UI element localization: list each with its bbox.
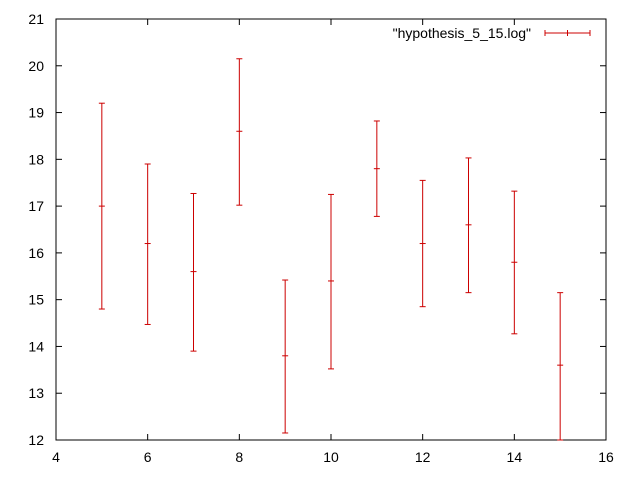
error-bar-point xyxy=(236,58,243,206)
y-tick-label: 21 xyxy=(28,11,44,27)
error-bar-point xyxy=(328,193,334,370)
data-marks xyxy=(98,58,564,441)
y-tick-label: 18 xyxy=(28,151,44,167)
axis-ticks: 4 6 8 10 12 14 16 12 13 14 15 16 17 18 19 20 21 xyxy=(28,11,614,465)
y-tick-label: 15 xyxy=(28,292,44,308)
y-tick-label: 20 xyxy=(28,58,44,74)
error-bar-point xyxy=(98,102,105,310)
x-tick-label: 14 xyxy=(507,449,523,465)
x-tick-label: 4 xyxy=(52,449,60,465)
legend-label: "hypothesis_5_15.log" xyxy=(393,25,531,41)
x-tick-label: 12 xyxy=(415,449,431,465)
error-bar-point xyxy=(373,120,380,217)
x-tick-label: 16 xyxy=(598,449,614,465)
error-bar-point xyxy=(144,163,151,325)
y-tick-label: 12 xyxy=(28,432,44,448)
error-bar-point xyxy=(511,190,518,335)
x-tick-label: 10 xyxy=(323,449,339,465)
error-bar-point xyxy=(419,179,426,308)
error-bar-point xyxy=(557,292,564,441)
legend-sample xyxy=(544,30,591,36)
y-tick-label: 19 xyxy=(28,105,44,121)
x-tick-label: 8 xyxy=(235,449,243,465)
error-bar-point xyxy=(282,279,289,434)
y-tick-label: 17 xyxy=(28,198,44,214)
y-tick-label: 14 xyxy=(28,338,44,354)
error-bar-point xyxy=(465,157,472,294)
error-bar-point xyxy=(190,192,197,352)
legend: "hypothesis_5_15.log" xyxy=(393,25,591,41)
y-tick-label: 13 xyxy=(28,385,44,401)
y-tick-label: 16 xyxy=(28,245,44,261)
x-tick-label: 6 xyxy=(144,449,152,465)
